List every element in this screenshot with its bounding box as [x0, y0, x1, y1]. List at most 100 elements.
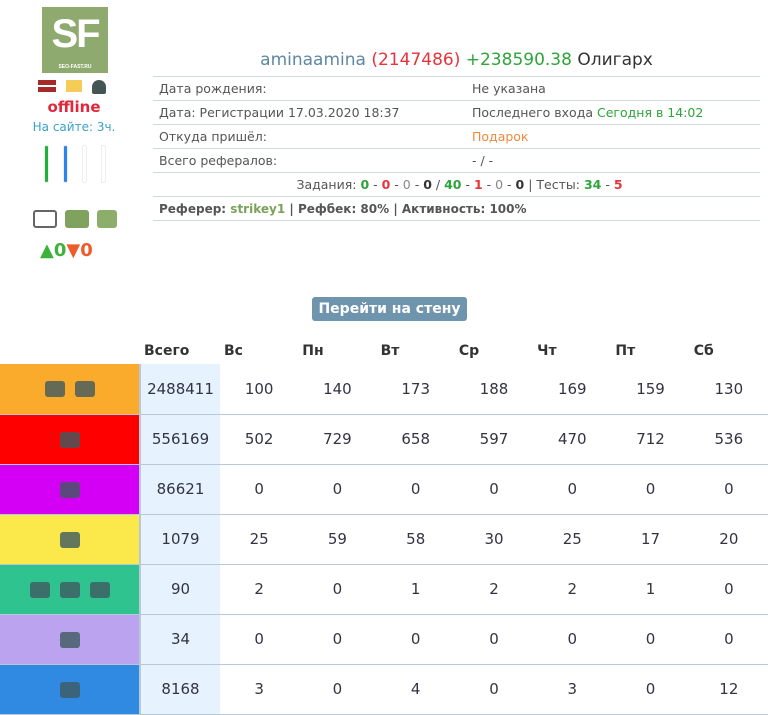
category-cell[interactable] — [0, 364, 141, 415]
day-cell: 17 — [611, 514, 690, 565]
day-cell: 169 — [533, 364, 612, 415]
day-cell: 0 — [611, 664, 690, 715]
day-cell: 1 — [611, 564, 690, 615]
document-icon — [59, 631, 80, 648]
day-cell: 20 — [689, 514, 768, 565]
column-header: Вс — [224, 342, 243, 359]
day-cell: 536 — [689, 414, 768, 465]
day-cell: 2 — [533, 564, 612, 615]
task-count: 1 — [473, 177, 483, 192]
source-value: Подарок — [472, 129, 529, 144]
category-cell[interactable] — [0, 464, 141, 515]
icon-header — [0, 337, 140, 364]
thumbs-down-icon[interactable]: ▼ — [66, 240, 81, 261]
day-cell: 0 — [689, 464, 768, 515]
day-cell: 712 — [611, 414, 690, 465]
day-cell: 12 — [689, 664, 768, 715]
vimeo-icon — [29, 581, 50, 598]
task-count: 0 — [402, 177, 411, 192]
task-count: 40 — [444, 177, 462, 192]
category-cell[interactable] — [0, 414, 141, 465]
day-cell: 0 — [533, 614, 612, 665]
day-cell: 470 — [533, 414, 612, 465]
go-to-wall-button[interactable]: Перейти на стену — [312, 297, 467, 321]
column-header: Вт — [380, 342, 400, 359]
checklist-icon — [59, 481, 80, 498]
table-row: 8168 3 0 4 0 3 0 12 — [0, 664, 768, 715]
day-cell: 502 — [220, 414, 299, 465]
monitor-icon — [74, 381, 95, 398]
twitter-icon — [89, 581, 110, 598]
table-row: 556169 502 729 658 597 470 712 536 — [0, 414, 768, 465]
tests-label: Тесты: — [536, 177, 580, 192]
day-cell: 2 — [454, 564, 534, 615]
day-cell: 2 — [220, 564, 299, 615]
day-cell: 140 — [298, 364, 377, 415]
day-cell: 4 — [376, 664, 455, 715]
category-cell[interactable] — [0, 564, 141, 615]
total-cell: 34 — [140, 614, 220, 665]
day-cell: 0 — [220, 464, 299, 515]
tests-passed: 34 — [583, 177, 602, 192]
mail-icon[interactable] — [66, 80, 82, 92]
day-cell: 59 — [298, 514, 377, 565]
day-cell: 729 — [298, 414, 377, 465]
birth-value: Не указана — [472, 81, 546, 96]
total-cell: 90 — [140, 564, 220, 615]
total-cell: 8168 — [140, 664, 220, 715]
table-row: 86621 0 0 0 0 0 0 0 — [0, 464, 768, 515]
day-cell: 188 — [454, 364, 534, 415]
balance: +238590.38 — [465, 50, 572, 70]
level-bar — [63, 145, 68, 183]
dislikes-count: 0 — [80, 240, 93, 261]
checklist-icon[interactable] — [33, 210, 57, 228]
day-cell: 0 — [376, 614, 455, 665]
source-label: Откуда пришёл: — [159, 129, 267, 144]
day-cell: 0 — [454, 614, 534, 665]
day-cell: 25 — [220, 514, 299, 565]
referrer-link[interactable]: strikey1 — [230, 201, 286, 216]
mouse-icon — [44, 381, 65, 398]
category-cell[interactable] — [0, 514, 141, 565]
day-cell: 1 — [376, 564, 455, 615]
task-count: 0 — [495, 177, 504, 192]
level-bar — [101, 145, 106, 183]
registration: Дата: Регистрации 17.03.2020 18:37 — [159, 105, 400, 120]
day-cell: 130 — [689, 364, 768, 415]
day-cell: 597 — [454, 414, 534, 465]
day-cell: 3 — [220, 664, 299, 715]
column-header: Пт — [615, 342, 636, 359]
rank: Олигарх — [577, 50, 653, 70]
tasks-label: Задания: — [296, 177, 357, 192]
referrer-label: Реферер: — [159, 201, 227, 216]
tiktok-icon — [59, 581, 80, 598]
task-count: 0 — [515, 177, 525, 192]
day-cell: 0 — [454, 664, 534, 715]
id-card-icon[interactable] — [65, 210, 89, 228]
total-cell: 2488411 — [140, 364, 220, 415]
day-cell: 0 — [689, 614, 768, 665]
flag-icon — [38, 80, 56, 92]
table-row: 34 0 0 0 0 0 0 0 — [0, 614, 768, 665]
profile-title: aminaamina (2147486) +238590.38 Олигарх — [153, 50, 760, 70]
level-bar — [82, 145, 87, 183]
stats-table: Всего Вс Пн Вт Ср Чт Пт Сб 2488411 100 140 173 188 1… — [0, 337, 768, 715]
avatar: SF SEO-FAST.RU — [42, 7, 108, 73]
day-cell: 25 — [533, 514, 612, 565]
column-header: Пн — [302, 342, 324, 359]
referrals-label: Всего рефералов: — [159, 153, 278, 168]
day-cell: 0 — [298, 564, 377, 615]
total-cell: 556169 — [140, 414, 220, 465]
table-row: 2488411 100 140 173 188 169 159 130 — [0, 364, 768, 415]
day-cell: 0 — [220, 614, 299, 665]
day-cell: 0 — [689, 564, 768, 615]
birth-label: Дата рождения: — [159, 81, 267, 96]
category-cell[interactable] — [0, 614, 141, 665]
level-bar — [44, 145, 49, 183]
day-cell: 0 — [611, 464, 690, 515]
user-icon[interactable] — [92, 80, 106, 94]
category-cell[interactable] — [0, 664, 141, 715]
thumbs-up-icon[interactable]: ▲ — [40, 240, 54, 261]
referrals-value: - / - — [472, 153, 494, 168]
phone-icon[interactable] — [97, 210, 117, 228]
